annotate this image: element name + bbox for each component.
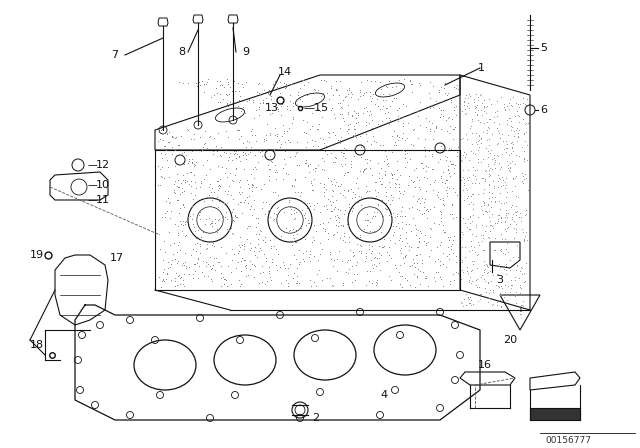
Text: 17: 17 — [110, 253, 124, 263]
Text: 10: 10 — [96, 180, 110, 190]
Text: 8: 8 — [178, 47, 185, 57]
Text: —: — — [88, 180, 98, 190]
Text: —: — — [88, 160, 98, 170]
Text: 7: 7 — [111, 50, 118, 60]
Text: 00156777: 00156777 — [545, 435, 591, 444]
Text: 13: 13 — [265, 103, 279, 113]
Text: 5: 5 — [540, 43, 547, 53]
Text: 6: 6 — [540, 105, 547, 115]
Text: 2: 2 — [312, 413, 319, 423]
Text: —: — — [88, 195, 98, 205]
Text: 14: 14 — [278, 67, 292, 77]
Text: 19: 19 — [30, 250, 44, 260]
Text: 18: 18 — [30, 340, 44, 350]
Text: 20: 20 — [503, 335, 517, 345]
Text: 4: 4 — [380, 390, 387, 400]
Text: !: ! — [518, 307, 522, 317]
Text: 16: 16 — [478, 360, 492, 370]
Text: 1: 1 — [478, 63, 485, 73]
Text: —15: —15 — [303, 103, 328, 113]
Polygon shape — [530, 408, 580, 420]
Text: 11: 11 — [96, 195, 110, 205]
Text: 9: 9 — [242, 47, 249, 57]
Text: 3: 3 — [497, 275, 504, 285]
Text: 12: 12 — [96, 160, 110, 170]
